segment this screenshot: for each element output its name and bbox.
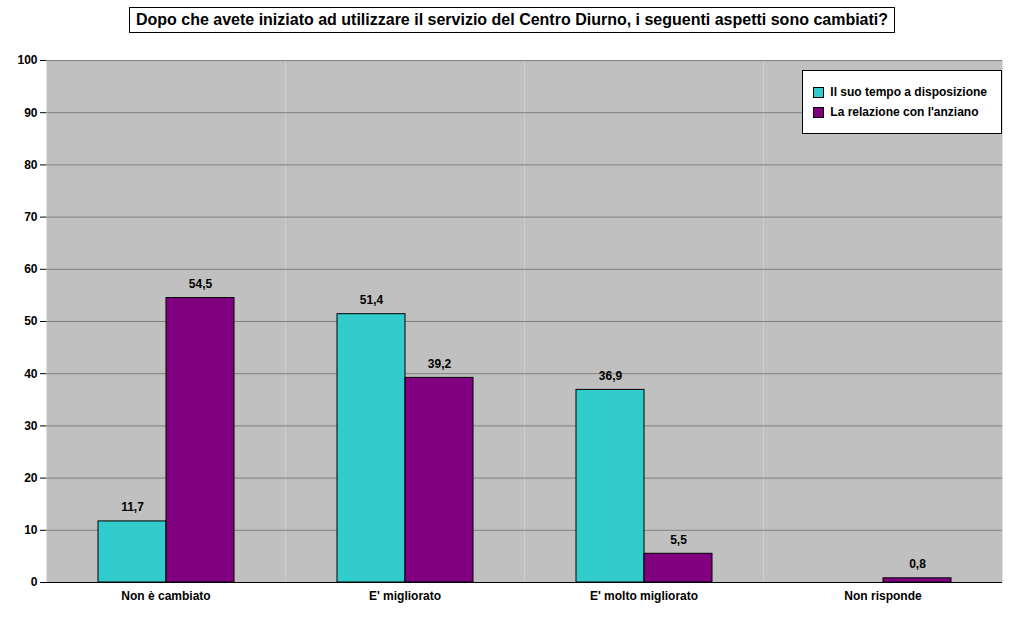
svg-text:40: 40 — [24, 367, 38, 381]
svg-text:E' migliorato: E' migliorato — [369, 589, 441, 603]
svg-text:10: 10 — [24, 523, 38, 537]
svg-text:60: 60 — [24, 262, 38, 276]
svg-text:Non risponde: Non risponde — [844, 589, 922, 603]
svg-text:Non è cambiato: Non è cambiato — [121, 589, 210, 603]
svg-text:0,8: 0,8 — [909, 557, 926, 571]
svg-text:E' molto migliorato: E' molto migliorato — [590, 589, 698, 603]
svg-text:0: 0 — [31, 575, 38, 589]
svg-text:70: 70 — [24, 210, 38, 224]
html-text:Il suo tempo a disposizione: Il suo tempo a disposizione — [830, 85, 987, 99]
svg-text:50: 50 — [24, 314, 38, 328]
svg-text:100: 100 — [17, 53, 37, 67]
svg-text:5,5: 5,5 — [670, 533, 687, 547]
svg-text:36,9: 36,9 — [599, 369, 623, 383]
svg-text:11,7: 11,7 — [121, 500, 144, 514]
html-text:La relazione con l'anziano: La relazione con l'anziano — [830, 105, 979, 119]
svg-text:51,4: 51,4 — [360, 293, 384, 307]
svg-text:20: 20 — [24, 471, 38, 485]
html-text:Dopo che avete iniziato ad uti: Dopo che avete iniziato ad utilizzare il… — [135, 11, 889, 28]
svg-text:39,2: 39,2 — [428, 357, 452, 371]
svg-text:54,5: 54,5 — [189, 277, 213, 291]
svg-text:30: 30 — [24, 419, 38, 433]
svg-text:90: 90 — [24, 106, 38, 120]
svg-text:80: 80 — [24, 158, 38, 172]
